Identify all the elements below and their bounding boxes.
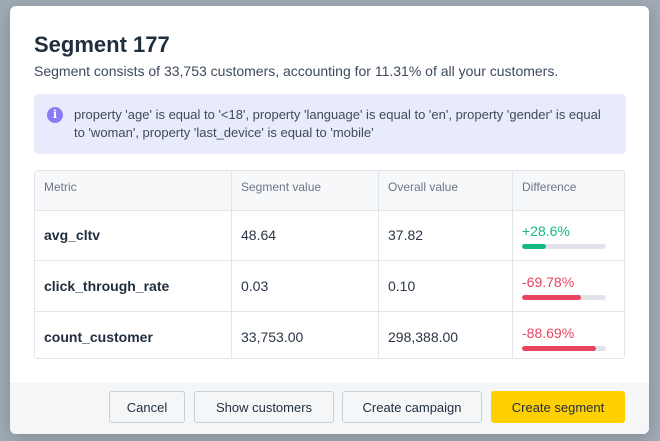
difference-bar-fill xyxy=(522,244,547,249)
overall-value: 37.82 xyxy=(378,210,512,260)
column-header-metric: Metric xyxy=(44,180,77,194)
table-row: avg_cltv 48.64 37.82 +28.6% xyxy=(35,210,624,261)
modal-subtitle: Segment consists of 33,753 customers, ac… xyxy=(34,63,559,79)
cancel-button[interactable]: Cancel xyxy=(109,391,185,423)
modal-title: Segment 177 xyxy=(34,32,170,57)
metric-name: click_through_rate xyxy=(44,278,170,294)
table-row: count_customer 33,753.00 298,388.00 -88.… xyxy=(35,312,624,358)
segment-value: 0.03 xyxy=(231,261,378,311)
segment-value: 33,753.00 xyxy=(231,312,378,358)
metric-name: count_customer xyxy=(44,329,153,345)
segment-modal: Segment 177 Segment consists of 33,753 c… xyxy=(10,6,649,434)
difference-bar xyxy=(522,244,606,249)
difference-cell: +28.6% xyxy=(512,210,624,260)
table-row: click_through_rate 0.03 0.10 -69.78% xyxy=(35,261,624,312)
difference-cell: -88.69% xyxy=(512,312,624,358)
create-campaign-button[interactable]: Create campaign xyxy=(342,391,482,423)
column-header-difference: Difference xyxy=(512,171,624,210)
metric-name: avg_cltv xyxy=(44,227,101,243)
modal-footer: Cancel Show customers Create campaign Cr… xyxy=(10,383,649,434)
difference-value: +28.6% xyxy=(522,223,570,239)
difference-value: -69.78% xyxy=(522,274,575,290)
difference-value: -88.69% xyxy=(522,325,575,341)
segment-conditions-info: i property 'age' is equal to '<18', prop… xyxy=(34,94,626,154)
show-customers-button[interactable]: Show customers xyxy=(194,391,334,423)
column-header-overall-value: Overall value xyxy=(378,171,512,210)
segment-value: 48.64 xyxy=(231,210,378,260)
difference-bar-fill xyxy=(522,295,581,300)
column-header-segment-value: Segment value xyxy=(231,171,378,210)
segment-conditions-text: property 'age' is equal to '<18', proper… xyxy=(74,107,601,140)
table-header-row: Metric Segment value Overall value Diffe… xyxy=(35,171,624,211)
difference-bar xyxy=(522,346,606,351)
difference-bar-fill xyxy=(522,346,597,351)
metrics-table: Metric Segment value Overall value Diffe… xyxy=(34,170,625,359)
overall-value: 0.10 xyxy=(378,261,512,311)
overall-value: 298,388.00 xyxy=(378,312,512,358)
info-icon: i xyxy=(47,107,63,123)
difference-cell: -69.78% xyxy=(512,261,624,311)
difference-bar xyxy=(522,295,606,300)
create-segment-button[interactable]: Create segment xyxy=(491,391,625,423)
